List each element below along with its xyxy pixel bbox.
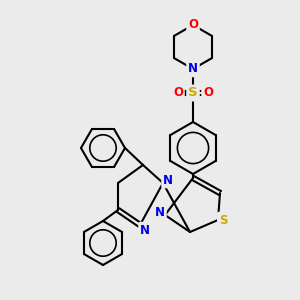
Text: N: N	[188, 62, 198, 76]
Text: N: N	[163, 173, 173, 187]
Text: N: N	[140, 224, 150, 236]
Text: N: N	[155, 206, 165, 220]
Text: S: S	[219, 214, 227, 226]
Text: S: S	[188, 86, 198, 100]
Text: O: O	[188, 19, 198, 32]
Text: O: O	[203, 86, 213, 100]
Text: O: O	[173, 86, 183, 100]
